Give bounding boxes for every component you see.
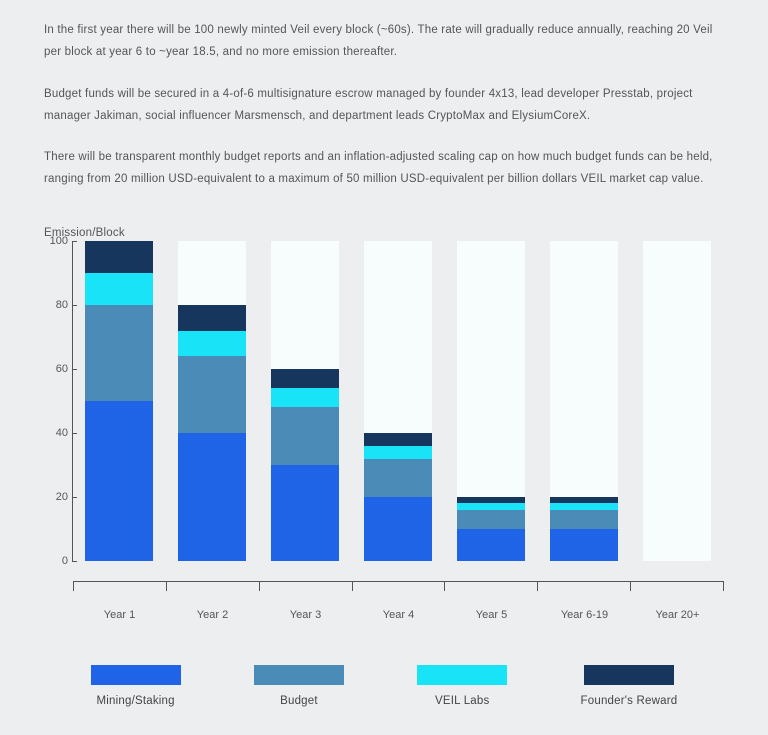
bar-segment [271, 407, 340, 465]
stacked-bar [550, 241, 619, 561]
y-tick-label: 20 [56, 491, 68, 503]
legend-label: Mining/Staking [91, 695, 181, 707]
y-axis: 020406080100 [44, 241, 72, 561]
x-tick-label: Year 1 [73, 603, 166, 621]
bar-column [445, 241, 538, 561]
bar-segment [85, 401, 154, 561]
legend-swatch [254, 665, 344, 685]
intro-text: In the first year there will be 100 newl… [44, 20, 724, 191]
x-bracket [259, 581, 352, 591]
stacked-bar [457, 241, 526, 561]
x-axis-brackets [73, 581, 724, 591]
legend-item: Mining/Staking [91, 665, 181, 707]
x-tick-label: Year 2 [166, 603, 259, 621]
bar-column [538, 241, 631, 561]
bar-segment [364, 446, 433, 459]
bar-column [631, 241, 724, 561]
y-tick-label: 0 [62, 555, 68, 567]
bar-ghost [457, 241, 526, 497]
bar-column [166, 241, 259, 561]
bar-segment [364, 497, 433, 561]
legend-item: Budget [254, 665, 344, 707]
bar-ghost [271, 241, 340, 369]
x-bracket [444, 581, 537, 591]
bar-segment [85, 241, 154, 273]
x-bracket [537, 581, 630, 591]
bar-ghost [178, 241, 247, 305]
bar-column [259, 241, 352, 561]
y-tick-label: 60 [56, 363, 68, 375]
bar-ghost [643, 241, 712, 561]
x-tick-label: Year 6-19 [538, 603, 631, 621]
stacked-bar [178, 241, 247, 561]
legend-swatch [91, 665, 181, 685]
chart-area: 020406080100 [44, 241, 724, 581]
legend-item: VEIL Labs [417, 665, 507, 707]
legend-item: Founder's Reward [581, 665, 678, 707]
bar-segment [550, 510, 619, 529]
bar-columns [73, 241, 724, 561]
y-tick-label: 100 [50, 235, 68, 247]
stacked-bar [364, 241, 433, 561]
bar-segment [178, 331, 247, 357]
emission-chart: Emission/Block 020406080100 Year 1Year 2… [44, 227, 724, 707]
bar-segment [178, 305, 247, 331]
y-tick-label: 40 [56, 427, 68, 439]
bar-column [73, 241, 166, 561]
bar-segment [271, 369, 340, 388]
stacked-bar [271, 241, 340, 561]
bar-segment [85, 305, 154, 401]
paragraph: In the first year there will be 100 newl… [44, 20, 724, 64]
bar-segment [457, 510, 526, 529]
x-bracket [166, 581, 259, 591]
x-tick-label: Year 20+ [631, 603, 724, 621]
y-tick-mark [72, 561, 77, 562]
legend-label: Founder's Reward [581, 695, 678, 707]
paragraph: Budget funds will be secured in a 4-of-6… [44, 84, 724, 128]
bar-column [352, 241, 445, 561]
bar-segment [364, 433, 433, 446]
bar-segment [457, 529, 526, 561]
bar-segment [178, 356, 247, 433]
x-bracket [630, 581, 724, 591]
y-axis-label: Emission/Block [44, 227, 724, 239]
bar-segment [271, 465, 340, 561]
bar-segment [364, 459, 433, 497]
bar-segment [550, 529, 619, 561]
bar-ghost [364, 241, 433, 433]
x-tick-label: Year 3 [259, 603, 352, 621]
legend-swatch [417, 665, 507, 685]
y-tick-label: 80 [56, 299, 68, 311]
stacked-bar [85, 241, 154, 561]
legend-label: Budget [254, 695, 344, 707]
bar-ghost [550, 241, 619, 497]
x-tick-label: Year 4 [352, 603, 445, 621]
bar-segment [178, 433, 247, 561]
legend-swatch [584, 665, 674, 685]
stacked-bar [643, 241, 712, 561]
chart-legend: Mining/Staking Budget VEIL Labs Founder's R… [44, 665, 724, 707]
x-axis-labels: Year 1Year 2Year 3Year 4Year 5Year 6-19Y… [73, 603, 724, 621]
x-bracket [352, 581, 445, 591]
paragraph: There will be transparent monthly budget… [44, 147, 724, 191]
legend-label: VEIL Labs [417, 695, 507, 707]
x-bracket [73, 581, 166, 591]
bar-segment [85, 273, 154, 305]
x-tick-label: Year 5 [445, 603, 538, 621]
bar-segment [271, 388, 340, 407]
